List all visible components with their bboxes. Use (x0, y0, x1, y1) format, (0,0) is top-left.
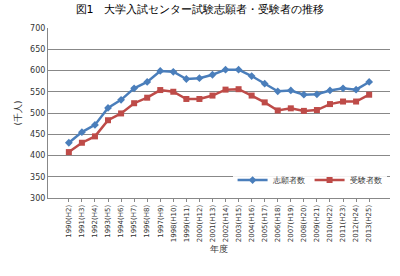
svg-text:2000(H12): 2000(H12) (196, 205, 204, 243)
svg-text:2011(H23): 2011(H23) (339, 205, 347, 243)
svg-text:500: 500 (30, 109, 45, 118)
svg-text:2007(H19): 2007(H19) (287, 205, 295, 243)
svg-text:年度: 年度 (210, 244, 228, 254)
svg-text:1992(H4): 1992(H4) (91, 205, 99, 238)
svg-text:550: 550 (30, 88, 45, 97)
svg-text:1996(H8): 1996(H8) (143, 205, 151, 238)
svg-text:1990(H2): 1990(H2) (65, 205, 73, 238)
svg-text:450: 450 (30, 130, 45, 139)
svg-text:600: 600 (30, 66, 45, 75)
svg-text:1995(H7): 1995(H7) (130, 205, 138, 238)
svg-text:志願者数: 志願者数 (273, 176, 305, 185)
svg-text:2013(H25): 2013(H25) (365, 205, 373, 243)
svg-text:650: 650 (30, 45, 45, 54)
svg-text:1999(H11): 1999(H11) (183, 205, 191, 243)
svg-text:700: 700 (30, 24, 45, 33)
svg-text:2003(H15): 2003(H15) (235, 205, 243, 243)
svg-text:2010(H22): 2010(H22) (326, 205, 334, 243)
svg-text:1991(H3): 1991(H3) (78, 205, 86, 238)
svg-text:2008(H20): 2008(H20) (300, 205, 308, 243)
svg-text:2001(H13): 2001(H13) (209, 205, 217, 243)
svg-text:1994(H6): 1994(H6) (117, 205, 125, 238)
svg-text:2006(H18): 2006(H18) (274, 205, 282, 243)
svg-text:2005(H17): 2005(H17) (261, 205, 269, 243)
svg-text:図1 大学入試センター試験志願者・受験者の推移: 図1 大学入試センター試験志願者・受験者の推移 (76, 3, 325, 16)
svg-text:2012(H24): 2012(H24) (352, 205, 360, 243)
svg-text:2004(H16): 2004(H16) (248, 205, 256, 243)
svg-text:1998(H10): 1998(H10) (170, 205, 178, 243)
svg-text:1993(H5): 1993(H5) (104, 205, 112, 238)
svg-text:350: 350 (30, 173, 45, 182)
svg-text:300: 300 (30, 194, 45, 203)
svg-text:2002(H14): 2002(H14) (222, 205, 230, 243)
svg-text:(千人): (千人) (13, 100, 23, 125)
svg-text:2009(H21): 2009(H21) (313, 205, 321, 243)
svg-text:400: 400 (30, 151, 45, 160)
svg-text:1997(H9): 1997(H9) (157, 205, 165, 238)
svg-text:受験者数: 受験者数 (350, 176, 382, 185)
